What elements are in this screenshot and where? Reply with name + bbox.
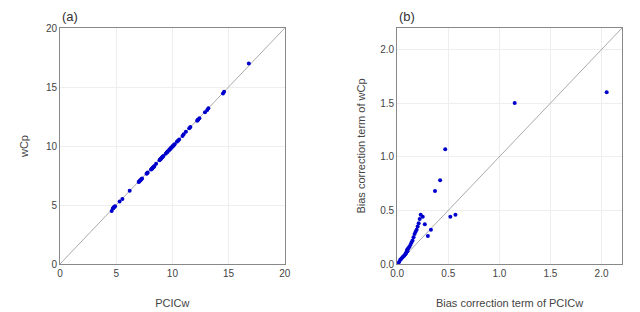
svg-text:0.0: 0.0 bbox=[390, 268, 404, 279]
svg-text:2.0: 2.0 bbox=[595, 268, 609, 279]
svg-text:(a): (a) bbox=[62, 9, 78, 24]
svg-text:0.0: 0.0 bbox=[380, 259, 394, 270]
svg-text:1.0: 1.0 bbox=[492, 268, 506, 279]
svg-text:1.5: 1.5 bbox=[380, 98, 394, 109]
svg-text:0.5: 0.5 bbox=[441, 268, 455, 279]
svg-text:10: 10 bbox=[46, 141, 58, 152]
svg-text:5: 5 bbox=[113, 268, 119, 279]
svg-text:5: 5 bbox=[51, 200, 57, 211]
svg-text:10: 10 bbox=[167, 268, 179, 279]
svg-text:Bias correction term of wCp: Bias correction term of wCp bbox=[355, 78, 367, 213]
svg-text:1.5: 1.5 bbox=[544, 268, 558, 279]
svg-text:0.5: 0.5 bbox=[380, 205, 394, 216]
svg-text:15: 15 bbox=[223, 268, 235, 279]
svg-text:15: 15 bbox=[46, 82, 58, 93]
svg-text:20: 20 bbox=[46, 23, 58, 34]
svg-text:0: 0 bbox=[51, 259, 57, 270]
svg-text:(b): (b) bbox=[399, 9, 415, 24]
svg-text:2.0: 2.0 bbox=[380, 44, 394, 55]
svg-text:0: 0 bbox=[57, 268, 63, 279]
svg-text:Bias correction term of PCICw: Bias correction term of PCICw bbox=[436, 297, 583, 309]
svg-text:PCICw: PCICw bbox=[155, 297, 189, 309]
svg-text:1.0: 1.0 bbox=[380, 151, 394, 162]
svg-text:wCp: wCp bbox=[18, 135, 30, 158]
svg-text:20: 20 bbox=[279, 268, 291, 279]
